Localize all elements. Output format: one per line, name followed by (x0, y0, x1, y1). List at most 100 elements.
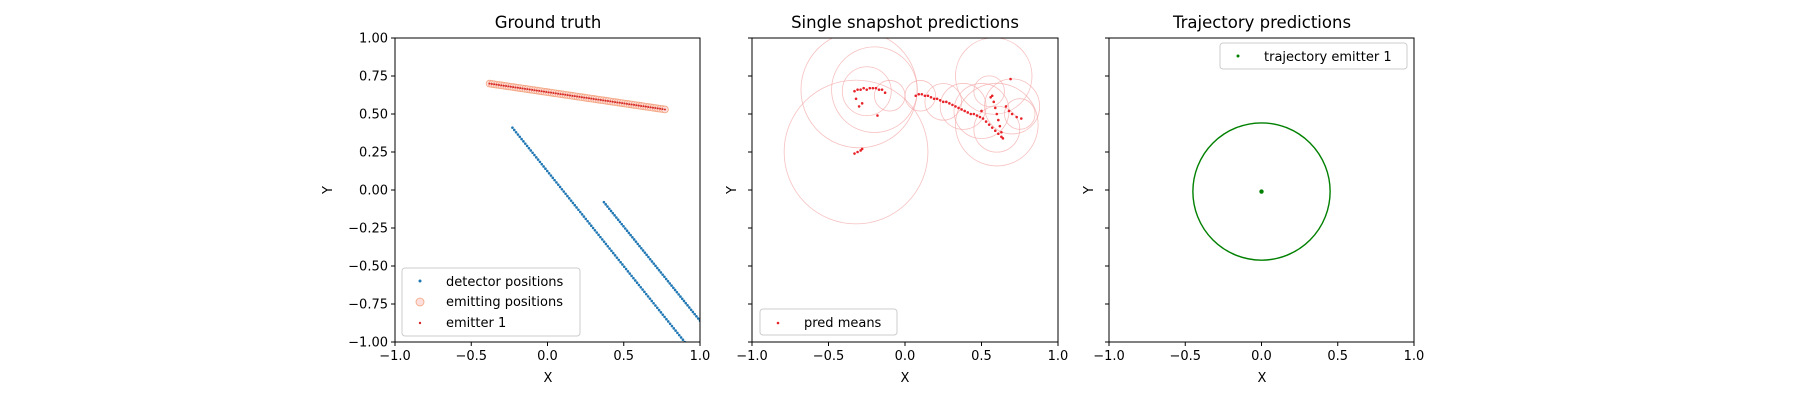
detector-positions-point (609, 209, 613, 213)
legend-marker-pred-means (776, 321, 780, 325)
legend-label-emitter-1: emitter 1 (446, 316, 506, 331)
emitter-1-point (583, 96, 586, 99)
emitter-1-point (635, 104, 638, 107)
pred-means-point (948, 102, 951, 105)
detector-positions-point (549, 174, 553, 177)
detector-positions-point (540, 162, 544, 166)
detector-positions-point (684, 301, 688, 305)
legend-label-trajectory-emitter-1: trajectory emitter 1 (1264, 50, 1392, 65)
plot-content (485, 79, 700, 342)
detector-positions-point (606, 205, 609, 208)
detector-positions-point (656, 266, 659, 270)
pred-means-point (854, 97, 858, 101)
pred-means-point (1009, 77, 1012, 81)
detector-positions-point (566, 194, 569, 198)
legend-marker-emitting (415, 297, 425, 307)
x-tick-label: −1.0 (379, 349, 411, 364)
x-axis-label: X (1258, 371, 1267, 386)
pred-means-point (978, 115, 982, 119)
detector-positions-point (677, 293, 680, 296)
emitter-1-point (516, 86, 519, 89)
pred-means-point (987, 123, 991, 126)
detector-positions-point (644, 292, 648, 296)
pred-means-point (865, 88, 869, 91)
emitter-1-point (550, 91, 553, 94)
pred-means-point (877, 88, 881, 91)
emitter-1-point (661, 108, 664, 111)
x-ticks: −1.0 −0.5 0.0 0.5 1.0 (736, 342, 1068, 364)
detector-positions-point (520, 137, 523, 141)
detector-positions-point (674, 329, 677, 332)
detector-positions-point (675, 290, 679, 294)
detector-positions-point (665, 317, 668, 321)
pred-means-point (862, 86, 865, 90)
detector-positions-point (663, 315, 666, 319)
detector-positions-point (610, 249, 613, 253)
detector-positions-point (622, 265, 626, 269)
plot-content (1192, 122, 1331, 261)
pred-means-point (860, 102, 864, 105)
emitter-1-point (637, 104, 640, 107)
detector-positions-point (608, 247, 611, 250)
x-ticks: −1.0 −0.5 0.0 0.5 1.0 (379, 342, 710, 364)
emitter-1-point (614, 101, 617, 104)
detector-positions-point (516, 133, 520, 136)
detector-positions-point (668, 282, 672, 285)
axes-frame (751, 37, 1059, 343)
detector-positions-point (562, 190, 566, 193)
legend: trajectory emitter 1 (1219, 42, 1408, 70)
detector-positions-point (680, 297, 684, 301)
axes-frame (394, 37, 701, 343)
emitter-1-point (585, 96, 588, 99)
legend-marker-trajectory (1236, 54, 1240, 58)
emitter-1-point (611, 100, 614, 103)
emitter-1-point (554, 92, 557, 95)
x-axis-label: X (544, 371, 553, 386)
detector-positions-point (611, 251, 615, 255)
detector-positions-point (511, 126, 514, 129)
emitter-1-point (524, 87, 527, 90)
detector-positions-point (652, 301, 655, 305)
pred-means-point (853, 89, 856, 93)
pred-means-point (993, 106, 997, 110)
pred-means-point (923, 94, 927, 98)
detector-positions-point (584, 217, 588, 221)
detector-positions-point (672, 286, 675, 290)
panel-title: Ground truth (495, 13, 602, 32)
y-tick-label: 0.00 (359, 184, 388, 199)
pred-means-point (995, 112, 999, 116)
emitter-1-point (588, 97, 591, 100)
detector-positions-point (633, 279, 637, 282)
y-axis-label: Y (1082, 186, 1097, 195)
detector-positions-point (638, 244, 641, 248)
detector-positions-point (525, 144, 529, 148)
detector-positions-point (654, 264, 657, 268)
uncertainty-circle (1192, 122, 1331, 261)
y-tick-label: −0.75 (348, 298, 388, 313)
emitter-1-point (656, 107, 659, 110)
pred-means-point (960, 108, 963, 111)
detector-positions-point (641, 249, 645, 252)
panel-ground-truth: Ground truth X Y −1.0 −0.5 0.0 0.5 1.0 −1.00… (321, 13, 710, 386)
detector-positions-point (619, 260, 622, 264)
detector-positions-point (648, 297, 652, 300)
emitter-1-point (564, 93, 567, 96)
legend-box (759, 308, 898, 336)
emitter-1-point (623, 102, 626, 105)
detector-positions-point (657, 308, 661, 312)
detector-positions-point (652, 262, 656, 265)
legend-label-pred-means: pred means (804, 316, 882, 331)
detector-positions-point (625, 229, 629, 233)
detector-positions-point (666, 320, 670, 323)
detector-positions-point (551, 176, 555, 180)
detector-positions-point (573, 203, 577, 207)
pred-means-point (874, 86, 878, 90)
detector-positions-point (639, 285, 643, 289)
emitter-1-point (654, 107, 657, 110)
emitter-1-point (578, 95, 581, 98)
detector-positions-point (580, 213, 584, 216)
emitter-1-point (659, 107, 662, 110)
emitter-1-point (618, 101, 621, 104)
detector-positions-point (544, 167, 547, 171)
